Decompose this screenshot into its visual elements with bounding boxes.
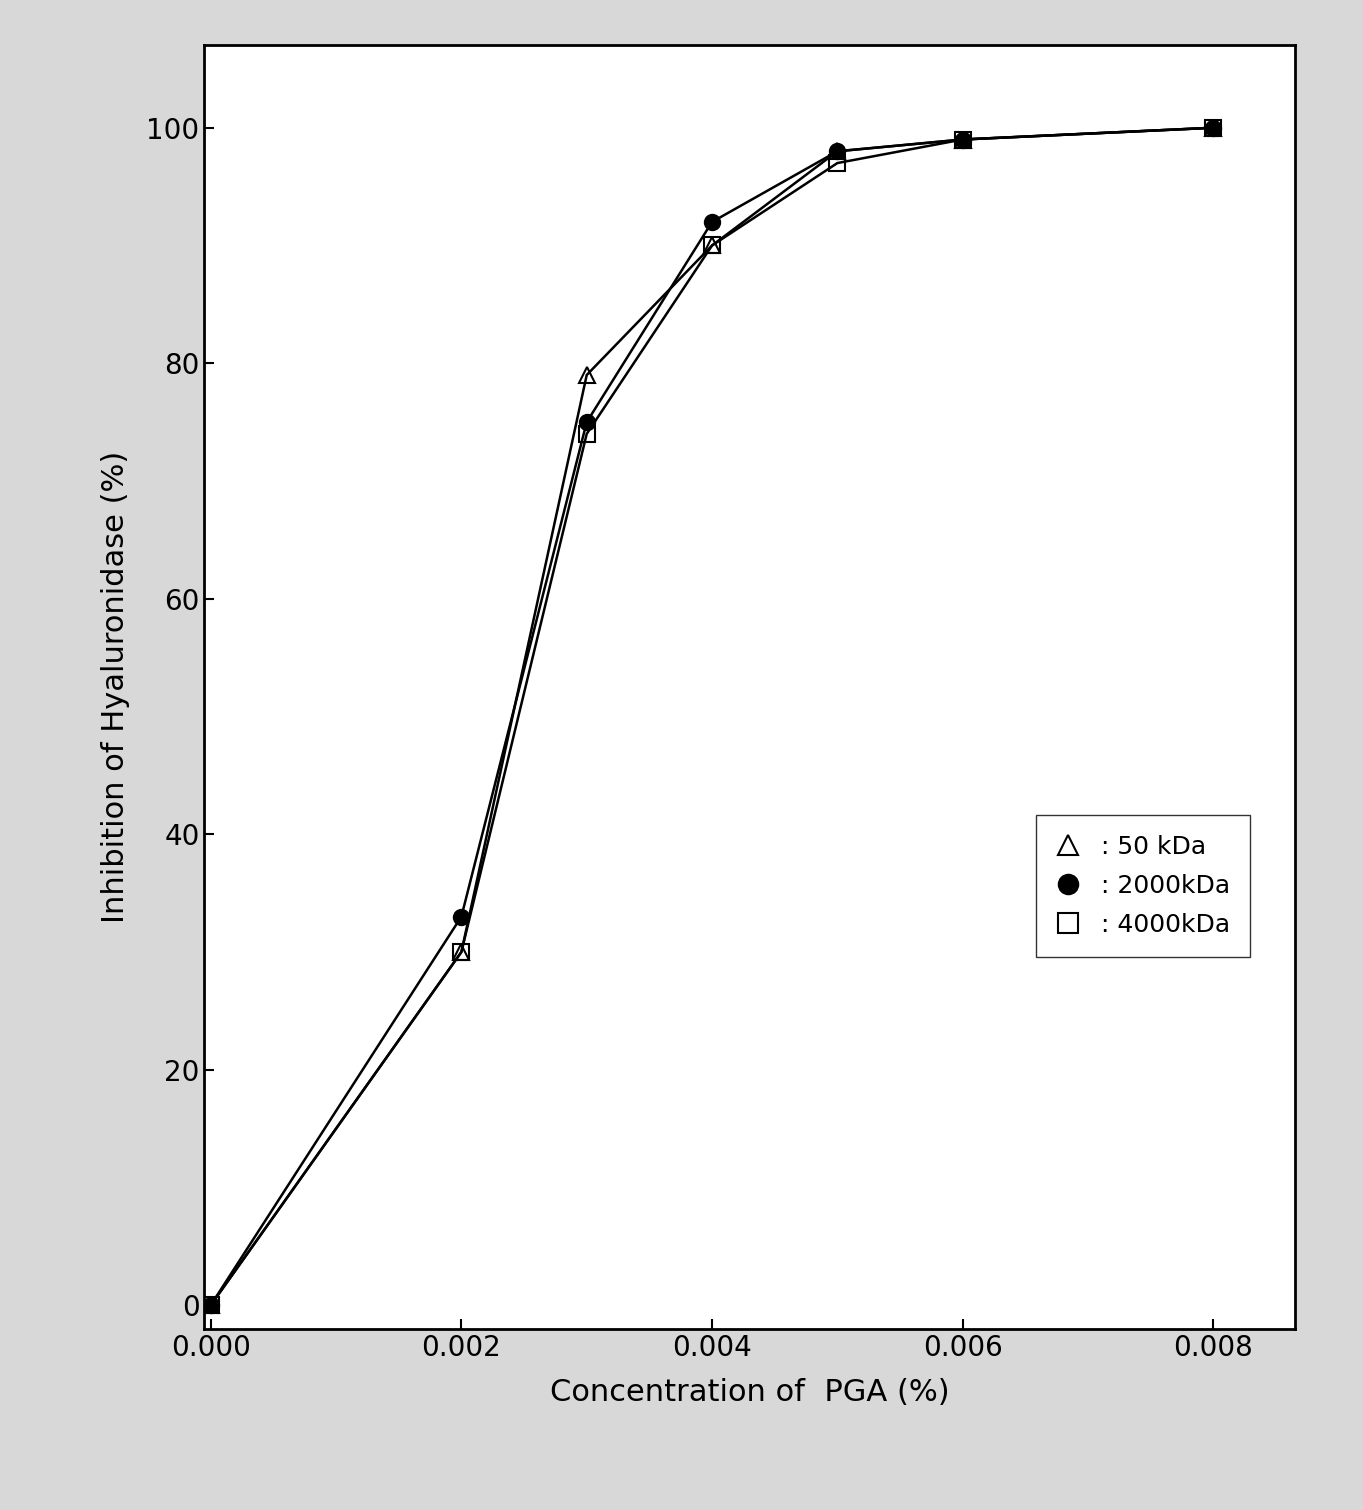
: 50 kDa: (0.006, 99): 50 kDa: (0.006, 99) <box>954 130 970 148</box>
: 2000kDa: (0.006, 99): 2000kDa: (0.006, 99) <box>954 130 970 148</box>
: 4000kDa: (0.008, 100): 4000kDa: (0.008, 100) <box>1205 119 1221 137</box>
: 50 kDa: (0, 0): 50 kDa: (0, 0) <box>203 1296 219 1314</box>
: 2000kDa: (0, 0): 2000kDa: (0, 0) <box>203 1296 219 1314</box>
: 50 kDa: (0.004, 90): 50 kDa: (0.004, 90) <box>703 237 720 255</box>
Line: : 4000kDa: : 4000kDa <box>203 121 1221 1312</box>
: 2000kDa: (0.005, 98): 2000kDa: (0.005, 98) <box>829 142 845 160</box>
Y-axis label: Inhibition of Hyaluronidase (%): Inhibition of Hyaluronidase (%) <box>101 451 129 923</box>
Line: : 50 kDa: : 50 kDa <box>203 121 1221 1312</box>
: 2000kDa: (0.003, 75): 2000kDa: (0.003, 75) <box>578 414 594 432</box>
: 4000kDa: (0.004, 90): 4000kDa: (0.004, 90) <box>703 237 720 255</box>
: 2000kDa: (0.004, 92): 2000kDa: (0.004, 92) <box>703 213 720 231</box>
: 4000kDa: (0.002, 30): 4000kDa: (0.002, 30) <box>454 942 470 960</box>
Legend: : 50 kDa, : 2000kDa, : 4000kDa: : 50 kDa, : 2000kDa, : 4000kDa <box>1036 815 1250 957</box>
: 2000kDa: (0.008, 100): 2000kDa: (0.008, 100) <box>1205 119 1221 137</box>
: 2000kDa: (0.002, 33): 2000kDa: (0.002, 33) <box>454 908 470 926</box>
: 50 kDa: (0.002, 30): 50 kDa: (0.002, 30) <box>454 942 470 960</box>
: 50 kDa: (0.005, 98): 50 kDa: (0.005, 98) <box>829 142 845 160</box>
: 4000kDa: (0.003, 74): 4000kDa: (0.003, 74) <box>578 424 594 442</box>
: 50 kDa: (0.003, 79): 50 kDa: (0.003, 79) <box>578 365 594 384</box>
X-axis label: Concentration of  PGA (%): Concentration of PGA (%) <box>549 1379 950 1407</box>
: 4000kDa: (0, 0): 4000kDa: (0, 0) <box>203 1296 219 1314</box>
: 4000kDa: (0.006, 99): 4000kDa: (0.006, 99) <box>954 130 970 148</box>
: 50 kDa: (0.008, 100): 50 kDa: (0.008, 100) <box>1205 119 1221 137</box>
: 4000kDa: (0.005, 97): 4000kDa: (0.005, 97) <box>829 154 845 172</box>
Line: : 2000kDa: : 2000kDa <box>203 121 1221 1312</box>
